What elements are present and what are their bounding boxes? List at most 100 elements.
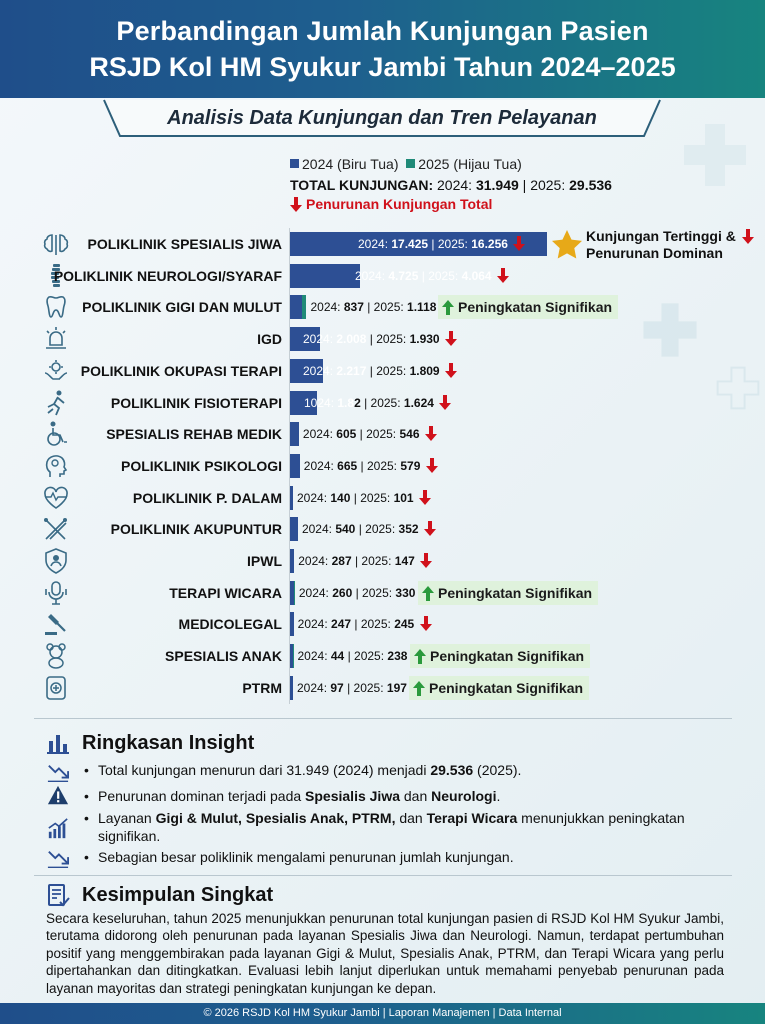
data-label: 2024: 140 | 2025: 101 — [297, 486, 431, 510]
data-label: 2024: 605 | 2025: 546 — [303, 422, 437, 446]
bar-2024 — [290, 263, 360, 288]
bar-2024 — [290, 517, 298, 542]
insight-item: • Total kunjungan menurun dari 31.949 (20… — [84, 762, 522, 778]
category-label: POLIKLINIK FISIOTERAPI — [110, 394, 282, 411]
legend-swatch-2024 — [290, 159, 299, 168]
data-label: 2024: 247 | 2025: 245 — [298, 612, 432, 636]
subtitle-frame — [103, 99, 661, 137]
bar-2024 — [290, 549, 295, 573]
data-label: 2024: 2.008 | 2025: 1.930 — [303, 327, 457, 351]
tooth-icon — [46, 296, 66, 319]
arrow-down-icon — [420, 553, 433, 568]
increase-badge: Peningkatan Signifikan — [410, 644, 591, 669]
category-label: POLIKLINIK NEUROLOGI/SYARAF — [53, 267, 282, 284]
data-label: 2024: 97 | 2025: 197 — [297, 680, 407, 695]
category-label: PTRM — [242, 679, 282, 696]
category-label: POLIKLINIK P. DALAM — [132, 489, 282, 506]
page-title-line1: Perbandingan Jumlah Kunjungan Pasien — [116, 16, 649, 46]
document-check-icon — [48, 884, 70, 907]
bar-2024 — [290, 644, 293, 669]
bar-2024 — [290, 232, 547, 256]
total-visits: TOTAL KUNJUNGAN: 2024: 31.949 | 2025: 29… — [290, 177, 612, 193]
arrow-down-icon — [741, 229, 754, 244]
total-label: TOTAL KUNJUNGAN: — [290, 177, 434, 193]
arrow-up-icon — [422, 585, 434, 601]
arrow-down-icon — [444, 362, 457, 378]
conclusion-title: Kesimpulan Singkat — [82, 884, 274, 906]
total-2025-prefix: | 2025: — [522, 177, 566, 193]
shield-person-icon — [45, 548, 67, 574]
bar-2024 — [290, 390, 318, 415]
bar-2024 — [290, 485, 293, 510]
bar-2024 — [290, 580, 294, 605]
arrow-down-icon — [424, 426, 437, 442]
medical-cross-icon — [684, 124, 746, 186]
category-label: POLIKLINIK OKUPASI TERAPI — [80, 362, 282, 379]
category-label: SPESIALIS REHAB MEDIK — [106, 426, 282, 443]
category-label: IGD — [257, 331, 282, 348]
bar-2024 — [290, 675, 293, 700]
header-banner: Perbandingan Jumlah Kunjungan Pasien RSJ… — [0, 0, 765, 98]
insight-title: Ringkasan Insight — [82, 732, 255, 754]
divider — [34, 875, 732, 876]
increase-badge: Peningkatan Signifikan — [418, 580, 599, 605]
arrow-up-icon — [414, 649, 426, 665]
insight-item: • Layanan Gigi & Mulut, Spesialis Anak, P… — [84, 810, 685, 844]
trend-down-icon — [47, 851, 69, 868]
divider — [34, 718, 732, 719]
arrow-up-icon — [442, 300, 454, 316]
chart-legend: 2024 (Biru Tua) 2025 (Hijau Tua) — [290, 156, 522, 172]
category-label: TERAPI WICARA — [169, 584, 282, 601]
bar-2024 — [290, 612, 294, 637]
conclusion-text: Secara keseluruhan, tahun 2025 menunjukk… — [46, 911, 724, 996]
increase-badge: Peningkatan Signifikan — [438, 295, 619, 320]
medicine-box-icon — [46, 675, 66, 700]
data-label: 2024: 837 | 2025: 1.118 — [310, 300, 437, 315]
microphone-icon — [45, 580, 67, 605]
insight-item: • Sebagian besar poliklinik mengalami pen… — [84, 849, 514, 865]
medical-cross-icon — [716, 366, 760, 410]
gavel-icon — [45, 614, 66, 636]
legend-swatch-2025 — [406, 159, 416, 168]
arrow-down-icon — [423, 521, 436, 537]
bar-chart-icon — [47, 735, 69, 754]
arrow-down-icon — [513, 236, 526, 251]
total-drop-label: Penurunan Kunjungan Total — [306, 196, 493, 212]
medical-cross-icon — [643, 303, 697, 357]
bar-2024 — [290, 327, 320, 352]
top-note-line2: Penurunan Dominan — [586, 245, 723, 261]
total-2024-value: 31.949 — [475, 177, 519, 193]
head-icon — [45, 455, 68, 477]
data-label: 1024: 1.82 | 2025: 1.624 — [304, 391, 452, 415]
data-label: 2024: 665 | 2025: 579 — [304, 454, 438, 478]
exercise-icon — [47, 390, 65, 415]
subtitle-text: Analisis Data Kunjungan dan Tren Pelayan… — [167, 107, 597, 129]
arrow-down-icon — [425, 457, 438, 473]
data-label: 2024: 2.217 | 2025: 1.809 — [303, 359, 457, 383]
top-note-line1: Kunjungan Tertinggi & — [586, 228, 736, 244]
subtitle-banner: Analisis Data Kunjungan dan Tren Pelayan… — [102, 98, 662, 138]
top-note: Kunjungan Tertinggi & Penurunan Dominan — [586, 228, 754, 262]
total-2024-prefix: 2024: — [437, 177, 473, 193]
data-label: 2024: 540 | 2025: 352 — [302, 517, 436, 541]
hands-gear-icon — [44, 359, 68, 380]
bar-2024 — [290, 422, 299, 447]
siren-icon — [46, 327, 66, 349]
spine-icon — [51, 263, 60, 287]
increase-badge: Peningkatan Signifikan — [409, 675, 590, 700]
arrow-down-icon — [419, 616, 432, 632]
arrow-down-icon — [496, 267, 509, 283]
data-label: 2024: 4.725 | 2025: 4.064 — [355, 264, 509, 288]
total-2025-value: 29.536 — [569, 177, 612, 193]
arrow-down-icon — [439, 394, 452, 410]
brain-icon — [43, 234, 69, 255]
total-drop-note: Penurunan Kunjungan Total — [290, 196, 492, 212]
category-label: POLIKLINIK SPESIALIS JIWA — [87, 236, 282, 252]
chart-axis — [289, 228, 290, 704]
arrow-down-icon — [418, 489, 431, 505]
trend-up-icon — [48, 818, 68, 839]
legend-label-2024: 2024 (Biru Tua) — [302, 156, 399, 172]
teddy-bear-icon — [46, 643, 66, 669]
wheelchair-icon — [47, 421, 67, 446]
bar-2024 — [290, 295, 303, 320]
